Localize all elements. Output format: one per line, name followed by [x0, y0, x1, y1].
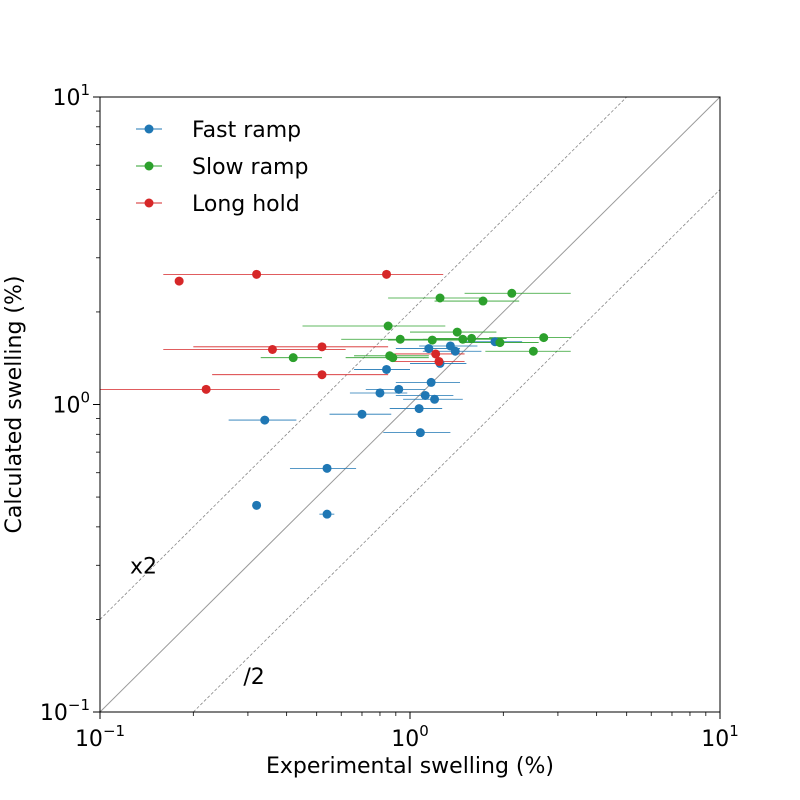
data-point	[450, 346, 460, 356]
reference-line-label: x2	[130, 554, 157, 579]
factor-0.5-line	[193, 189, 721, 713]
legend-label: Fast ramp	[192, 118, 301, 143]
data-point	[174, 276, 184, 286]
plot-frame	[99, 96, 721, 713]
x-tick-label: 100	[391, 722, 429, 752]
data-point	[322, 463, 332, 473]
data-point	[426, 377, 436, 387]
data-point	[458, 334, 468, 344]
y-tick-label: 10−1	[40, 696, 90, 726]
data-point	[435, 293, 445, 303]
data-point	[478, 296, 488, 306]
data-point	[467, 333, 477, 343]
data-point	[430, 394, 440, 404]
x-tick-label: 10−1	[75, 722, 125, 752]
data-point	[260, 415, 270, 425]
data-point	[382, 269, 392, 279]
data-point	[539, 333, 549, 343]
y-tick-label: 100	[52, 389, 90, 419]
data-point	[507, 288, 517, 298]
data-point	[434, 356, 444, 366]
y-axis-label: Calculated swelling (%)	[2, 275, 27, 533]
data-point	[528, 346, 538, 356]
data-point	[452, 327, 462, 337]
data-point	[357, 409, 367, 419]
data-point	[317, 342, 327, 352]
data-point	[252, 269, 262, 279]
legend-marker	[144, 161, 154, 171]
reference-line-label: /2	[243, 665, 264, 690]
data-point	[382, 364, 392, 374]
data-point	[267, 344, 277, 354]
legend-label: Long hold	[192, 192, 300, 217]
reference-lines: x2/2	[99, 96, 721, 713]
data-point	[201, 384, 211, 394]
data-point	[424, 344, 434, 354]
data-point	[414, 404, 424, 414]
data-point	[388, 353, 398, 363]
y-tick-label: 101	[52, 81, 90, 111]
data-point	[395, 334, 405, 344]
data-point	[431, 349, 441, 359]
parity-line	[99, 96, 721, 713]
legend: Fast ramp Slow ramp Long hold	[136, 118, 308, 217]
legend-label: Slow ramp	[192, 155, 308, 180]
factor-2-line	[99, 96, 627, 620]
data-point	[375, 388, 385, 398]
data-point	[427, 335, 437, 345]
data-point	[495, 338, 505, 348]
data-point	[420, 390, 430, 400]
x-tick-label: 101	[701, 722, 739, 752]
data-point	[317, 370, 327, 380]
data-points	[174, 269, 549, 519]
data-point	[252, 500, 262, 510]
legend-marker	[144, 198, 154, 208]
data-point	[288, 353, 298, 363]
data-point	[415, 428, 425, 438]
data-point	[394, 384, 404, 394]
legend-marker	[144, 124, 154, 134]
data-point	[383, 321, 393, 331]
axis-ticks: 10−1 100 101 10−1 100 101	[40, 81, 739, 752]
x-axis-label: Experimental swelling (%)	[266, 754, 554, 779]
data-point	[322, 509, 332, 519]
